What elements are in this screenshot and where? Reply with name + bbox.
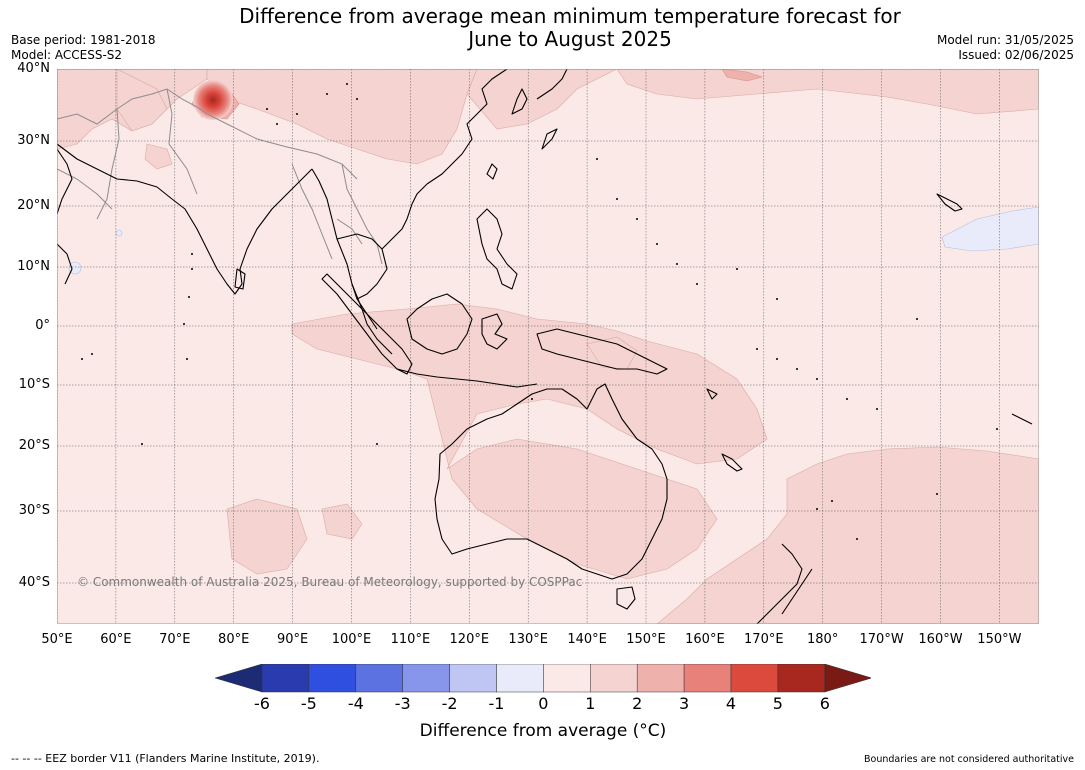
lat-label-10n: 10°N <box>17 259 50 274</box>
lon-label: 180° <box>807 632 839 647</box>
lon-label: 70°E <box>159 632 191 647</box>
lat-label-40n: 40°N <box>17 61 50 76</box>
colorbar-arrow-low <box>215 664 263 693</box>
colorbar-label: Difference from average (°C) <box>419 721 667 741</box>
colorbar-swatch <box>730 664 779 693</box>
title-line-1: Difference from average mean minimum tem… <box>239 4 901 28</box>
lat-label-30n: 30°N <box>17 133 50 148</box>
coastlines <box>57 69 1033 624</box>
colorbar-tick: 5 <box>772 694 783 713</box>
title: Difference from average mean minimum tem… <box>0 5 1085 51</box>
colorbar-arrow-high <box>824 664 871 693</box>
colorbar-swatch <box>777 664 826 693</box>
colorbar-tick: 1 <box>585 694 596 713</box>
lat-label-40s: 40°S <box>18 575 50 590</box>
lon-label: 160°E <box>685 632 725 647</box>
colorbar-tick: -1 <box>488 694 505 713</box>
issued-date: Issued: 02/06/2025 <box>958 48 1074 62</box>
colorbar-tick: 0 <box>538 694 549 713</box>
colorbar-swatch <box>308 664 357 693</box>
lon-label: 170°E <box>744 632 784 647</box>
colorbar-swatch <box>683 664 732 693</box>
lon-label: 130°E <box>508 632 548 647</box>
lon-label: 100°E <box>331 632 372 647</box>
colorbar-swatch <box>636 664 685 693</box>
lon-label: 80°E <box>218 632 250 647</box>
colorbar <box>215 664 871 693</box>
colorbar-tick: -6 <box>254 694 270 713</box>
anomaly-neg-1-0-region <box>68 206 1039 275</box>
colorbar-swatch <box>590 664 638 693</box>
eez-note: -- -- -- EEZ border V11 (Flanders Marine… <box>11 752 320 765</box>
lat-label-10s: 10°S <box>18 377 50 392</box>
lat-label-0: 0° <box>35 318 50 333</box>
lat-label-20s: 20°S <box>18 438 50 453</box>
lon-label: 60°E <box>100 632 132 647</box>
colorbar-swatch <box>402 664 450 693</box>
colorbar-tick: 4 <box>725 694 737 713</box>
title-line-2: June to August 2025 <box>468 27 672 51</box>
country-borders <box>57 88 383 265</box>
boundaries-disclaimer: Boundaries are not considered authoritat… <box>864 754 1074 765</box>
colorbar-tick: -2 <box>441 694 458 713</box>
lon-label: 170°W <box>859 632 904 647</box>
colorbar-tick: 2 <box>632 694 643 713</box>
colorbar-tick: 6 <box>819 694 830 713</box>
forecast-map[interactable] <box>57 69 1039 624</box>
colorbar-swatch <box>543 664 591 693</box>
colorbar-tick: -5 <box>300 694 317 713</box>
lat-label-30s: 30°S <box>18 503 50 518</box>
model-run: Model run: 31/05/2025 <box>936 33 1074 47</box>
colorbar-tick: -3 <box>394 694 411 713</box>
lon-label: 140°E <box>567 632 607 647</box>
base-period: Base period: 1981-2018 <box>11 33 156 47</box>
colorbar-swatch <box>355 664 403 693</box>
model-name: Model: ACCESS-S2 <box>11 48 123 62</box>
lat-label-20n: 20°N <box>17 198 50 213</box>
colorbar-swatch <box>449 664 497 693</box>
lon-label: 110°E <box>390 632 431 647</box>
lon-label: 160°W <box>918 632 963 647</box>
copyright-text: © Commonwealth of Australia 2025, Bureau… <box>77 575 583 589</box>
lon-label: 150°E <box>626 632 666 647</box>
colorbar-swatch <box>496 664 544 693</box>
lon-label: 90°E <box>276 632 309 647</box>
lon-label: 50°E <box>41 632 73 647</box>
islands <box>81 83 998 540</box>
colorbar-swatch <box>261 664 310 693</box>
colorbar-tick: 3 <box>679 694 690 713</box>
graticule <box>57 69 1039 624</box>
hot-spot <box>193 80 233 120</box>
colorbar-tick: -4 <box>347 694 364 713</box>
map-frame <box>57 69 1039 624</box>
lon-label: 150°W <box>977 632 1022 647</box>
lon-label: 120°E <box>449 632 490 647</box>
